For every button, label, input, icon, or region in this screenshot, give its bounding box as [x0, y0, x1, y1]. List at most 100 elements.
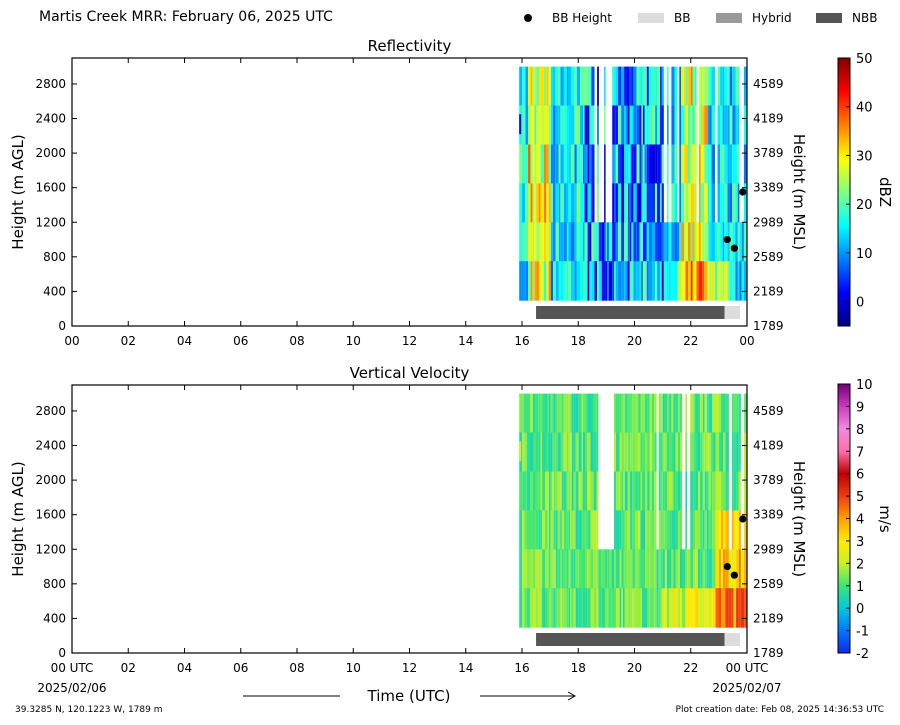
- heatmap-cell: [660, 588, 663, 628]
- heatmap-cell: [657, 261, 661, 301]
- hybrid-swatch-icon: [716, 13, 742, 23]
- heatmap-cell: [612, 183, 614, 223]
- heatmap-cell: [614, 222, 616, 262]
- heatmap-cell: [553, 222, 556, 262]
- heatmap-cell: [573, 549, 576, 589]
- heatmap-cell: [681, 144, 685, 184]
- heatmap-cell: [700, 183, 702, 223]
- heatmap-cell: [629, 144, 632, 184]
- heatmap-cell: [597, 105, 599, 145]
- heatmap-cell: [647, 432, 650, 472]
- heatmap-cell: [627, 471, 631, 511]
- heatmap-cell: [706, 393, 709, 434]
- heatmap-cell: [548, 261, 551, 301]
- heatmap-cell: [568, 432, 571, 472]
- heatmap-cell: [629, 183, 632, 223]
- heatmap-cell: [649, 393, 653, 434]
- heatmap-cell: [692, 105, 695, 145]
- y-tick-label: 2000: [35, 473, 66, 487]
- heatmap-cell: [632, 432, 636, 472]
- heatmap-cell: [690, 510, 694, 550]
- heatmap-cell: [715, 432, 719, 472]
- heatmap-cell: [733, 393, 737, 434]
- heatmap-cell: [583, 471, 586, 511]
- heatmap-cell: [707, 261, 710, 301]
- heatmap-cell: [553, 588, 556, 628]
- heatmap-cell: [680, 393, 682, 434]
- heatmap-cell: [677, 261, 680, 301]
- heatmap-cell: [563, 183, 567, 223]
- heatmap-cell: [615, 66, 619, 107]
- heatmap-cell: [568, 588, 571, 628]
- heatmap-cell: [680, 549, 682, 589]
- heatmap-cell: [685, 144, 688, 184]
- heatmap-cell: [534, 105, 537, 145]
- heatmap-cell: [576, 144, 581, 184]
- heatmap-cell: [717, 66, 721, 107]
- heatmap-cell: [722, 222, 725, 262]
- heatmap-cell: [619, 549, 622, 589]
- colorbar-tick-label: 30: [856, 149, 873, 164]
- heatmap-cell: [655, 261, 658, 301]
- y-right-tick-label: 3389: [753, 181, 784, 195]
- heatmap-cell: [685, 393, 688, 434]
- heatmap-cell: [605, 222, 608, 262]
- heatmap-cell: [671, 549, 674, 589]
- heatmap-cell: [604, 222, 606, 262]
- heatmap-cell: [685, 588, 688, 628]
- heatmap-cell: [685, 549, 688, 589]
- heatmap-cell: [587, 261, 590, 301]
- y-right-tick-label: 3389: [753, 508, 784, 522]
- heatmap-cell: [729, 66, 733, 107]
- heatmap-cell: [560, 183, 564, 223]
- heatmap-cell: [629, 66, 632, 107]
- heatmap-cell: [677, 393, 680, 434]
- heatmap-cell: [673, 588, 676, 628]
- heatmap-cell: [673, 471, 676, 511]
- heatmap-cell: [566, 144, 569, 184]
- heatmap-cell: [719, 432, 721, 472]
- heatmap-cell: [571, 222, 575, 262]
- bb-type-bar-nbb: [536, 306, 725, 319]
- heatmap-cell: [639, 222, 642, 262]
- heatmap-cell: [645, 471, 648, 511]
- heatmap-cell: [525, 183, 529, 223]
- heatmap-cell: [639, 144, 642, 184]
- heatmap-cell: [591, 66, 595, 107]
- heatmap-cell: [628, 261, 630, 301]
- heatmap-cell: [616, 588, 620, 628]
- heatmap-cell: [737, 105, 740, 145]
- heatmap-cell: [627, 510, 631, 550]
- heatmap-cell: [522, 66, 526, 107]
- heatmap-cell: [671, 183, 675, 223]
- heatmap-cell: [626, 144, 628, 184]
- heatmap-cell: [723, 471, 726, 511]
- heatmap-cell: [571, 261, 575, 301]
- heatmap-cell: [704, 588, 707, 628]
- heatmap-cell: [536, 183, 540, 223]
- heatmap-cell: [652, 222, 655, 262]
- heatmap-cell: [544, 144, 547, 184]
- heatmap-cell: [644, 183, 647, 223]
- y-right-tick-label: 2589: [753, 250, 784, 264]
- heatmap-cell: [621, 222, 625, 262]
- heatmap-cell: [574, 222, 577, 262]
- heatmap-cell: [704, 549, 707, 589]
- heatmap-cell: [555, 510, 558, 550]
- y-tick-label: 0: [58, 319, 66, 333]
- heatmap-cell: [715, 549, 719, 589]
- heatmap-cell: [644, 261, 647, 301]
- heatmap-cell: [724, 183, 728, 223]
- heatmap-cell: [568, 66, 572, 107]
- heatmap-cell: [630, 549, 633, 589]
- heatmap-cell: [621, 549, 623, 589]
- heatmap-cell: [688, 183, 691, 223]
- heatmap-cell: [621, 588, 623, 628]
- x-tick-label: 00: [64, 334, 79, 348]
- heatmap-cell: [702, 549, 705, 589]
- heatmap-cell: [618, 105, 622, 145]
- heatmap-cell: [711, 261, 715, 301]
- heatmap-cell: [660, 393, 663, 434]
- y-right-tick-label: 4589: [753, 77, 784, 91]
- heatmap-cell: [624, 432, 628, 472]
